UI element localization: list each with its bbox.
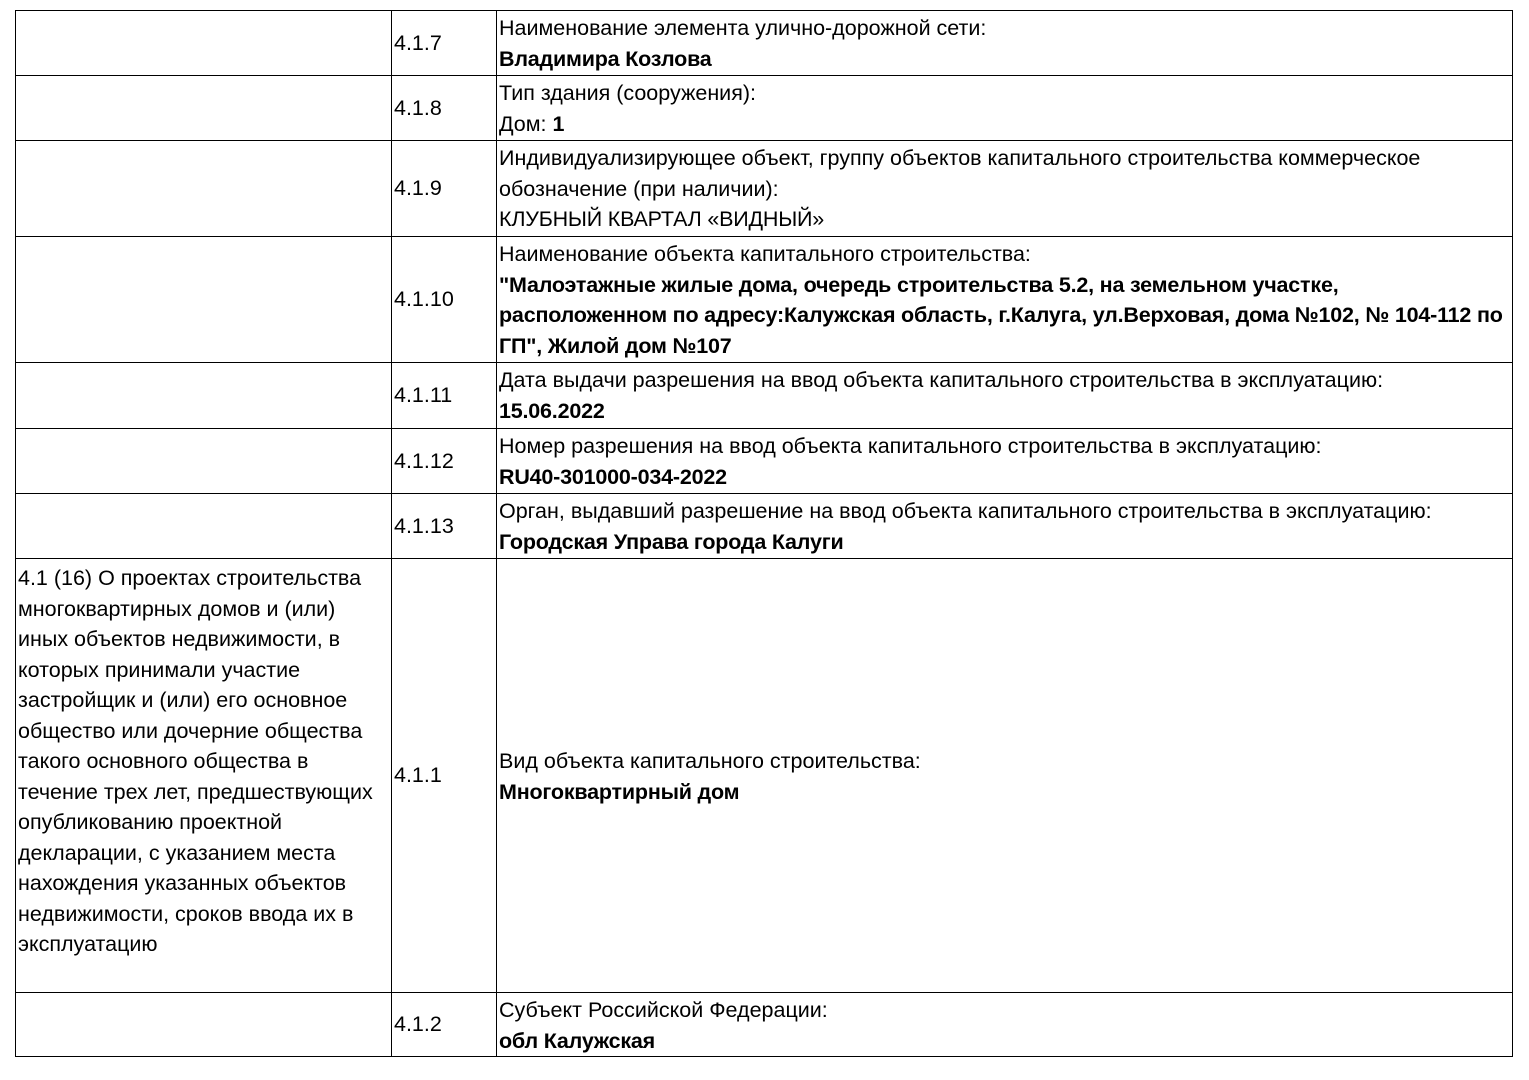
table-row: 4.1 (16) О проектах строительства многок… <box>15 558 1513 993</box>
item-label: Субъект Российской Федерации: <box>499 998 828 1022</box>
section-cell <box>15 992 392 1057</box>
declaration-table: 4.1.7 Наименование элемента улично-дорож… <box>15 10 1513 1057</box>
item-content: Тип здания (сооружения): Дом: 1 <box>496 75 1513 141</box>
item-number: 4.1.9 <box>391 140 497 237</box>
section-cell <box>15 362 392 429</box>
item-number: 4.1.8 <box>391 75 497 141</box>
item-value: 1 <box>552 111 565 136</box>
item-content: Дата выдачи разрешения на ввод объекта к… <box>496 362 1513 429</box>
item-value-prefix: Дом: <box>499 111 553 136</box>
item-content: Наименование объекта капитального строит… <box>496 236 1513 363</box>
section-cell <box>15 493 392 559</box>
item-label: Наименование элемента улично-дорожной се… <box>499 16 987 40</box>
table-row: 4.1.8 Тип здания (сооружения): Дом: 1 <box>15 75 1513 141</box>
item-value: RU40-301000-034-2022 <box>499 464 727 489</box>
item-value: КЛУБНЫЙ КВАРТАЛ «ВИДНЫЙ» <box>499 207 825 231</box>
section-cell <box>15 140 392 237</box>
table-row: 4.1.13 Орган, выдавший разрешение на вво… <box>15 493 1513 559</box>
item-content: Индивидуализирующее объект, группу объек… <box>496 140 1513 237</box>
item-label: Наименование объекта капитального строит… <box>499 242 1031 266</box>
item-content: Номер разрешения на ввод объекта капитал… <box>496 428 1513 494</box>
item-value: 15.06.2022 <box>499 398 605 423</box>
item-content: Субъект Российской Федерации: обл Калужск… <box>496 992 1513 1057</box>
item-label: Индивидуализирующее объект, группу объек… <box>499 146 1421 201</box>
item-number: 4.1.10 <box>391 236 497 363</box>
item-number: 4.1.12 <box>391 428 497 494</box>
table-row: 4.1.10 Наименование объекта капитального… <box>15 236 1513 363</box>
table-row: 4.1.9 Индивидуализирующее объект, группу… <box>15 140 1513 237</box>
table-row: 4.1.12 Номер разрешения на ввод объекта … <box>15 428 1513 494</box>
section-cell <box>15 10 392 76</box>
section-cell <box>15 236 392 363</box>
item-value: "Малоэтажные жилые дома, очередь строите… <box>499 272 1503 358</box>
section-cell <box>15 75 392 141</box>
item-value: Городская Управа города Калуги <box>499 529 844 554</box>
item-number: 4.1.2 <box>391 992 497 1057</box>
item-label: Дата выдачи разрешения на ввод объекта к… <box>499 368 1384 392</box>
item-number: 4.1.7 <box>391 10 497 76</box>
item-label: Тип здания (сооружения): <box>499 81 756 105</box>
table-row: 4.1.2 Субъект Российской Федерации: обл К… <box>15 992 1513 1057</box>
item-number: 4.1.1 <box>391 558 497 993</box>
item-label: Орган, выдавший разрешение на ввод объек… <box>499 499 1432 523</box>
item-content: Орган, выдавший разрешение на ввод объек… <box>496 493 1513 559</box>
table-row: 4.1.11 Дата выдачи разрешения на ввод об… <box>15 362 1513 429</box>
item-value: Многоквартирный дом <box>499 779 740 804</box>
item-label: Номер разрешения на ввод объекта капитал… <box>499 434 1322 458</box>
section-cell: 4.1 (16) О проектах строительства многок… <box>15 558 392 993</box>
item-content: Наименование элемента улично-дорожной се… <box>496 10 1513 76</box>
item-label: Вид объекта капитального строительства: <box>499 749 921 773</box>
item-number: 4.1.13 <box>391 493 497 559</box>
item-content: Вид объекта капитального строительства: М… <box>496 558 1513 993</box>
section-cell <box>15 428 392 494</box>
item-value: обл Калужская <box>499 1028 656 1053</box>
table-row: 4.1.7 Наименование элемента улично-дорож… <box>15 10 1513 76</box>
item-value: Владимира Козлова <box>499 46 712 71</box>
item-number: 4.1.11 <box>391 362 497 429</box>
